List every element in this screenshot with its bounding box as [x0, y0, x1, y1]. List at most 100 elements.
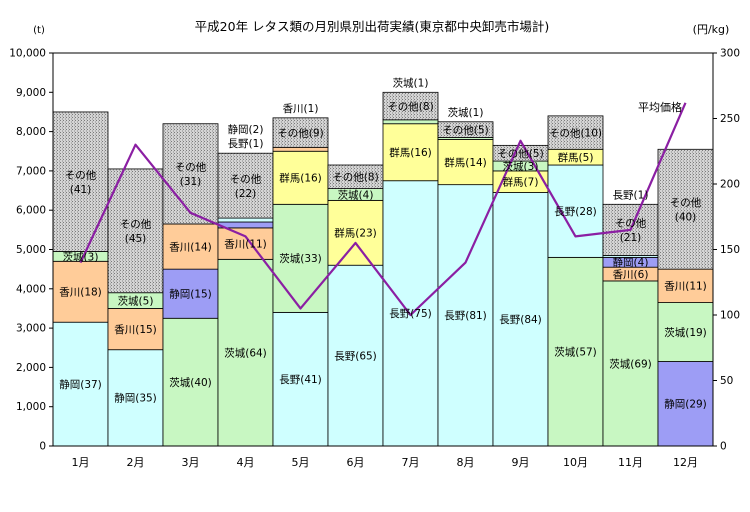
bar-segment	[272, 146, 329, 152]
bar-segment	[437, 184, 494, 447]
bar-segment	[52, 111, 109, 252]
segment-label: 茨城(1)	[448, 106, 484, 119]
price-line	[79, 102, 687, 317]
bar-segment	[382, 91, 439, 121]
bar-segment	[107, 349, 164, 447]
x-tick-label: 2月	[127, 456, 145, 469]
segment-label: 長野(41)	[279, 374, 322, 386]
segment-label: 長野(1)	[228, 138, 264, 150]
segment-label: 静岡(15)	[169, 288, 212, 301]
bar-segment	[272, 203, 329, 313]
segment-label: その他	[230, 172, 262, 185]
y-tick-label: 5,000	[16, 244, 46, 256]
segment-label: 茨城(5)	[118, 294, 154, 307]
bar-segment	[272, 150, 329, 205]
bar-segment	[657, 302, 714, 362]
bar-segment	[272, 117, 329, 148]
y-tick-label: 8,000	[16, 126, 46, 138]
plot-border	[52, 52, 714, 447]
segment-label: 茨城(4)	[338, 188, 374, 201]
bar-segment	[657, 361, 714, 447]
y2-tick-label: 0	[720, 441, 727, 453]
segment-label: 香川(18)	[59, 287, 102, 299]
segment-label: 香川(14)	[169, 241, 212, 253]
x-tick-label: 11月	[618, 456, 643, 469]
segment-label: (22)	[235, 188, 257, 200]
bar-segment	[382, 123, 439, 182]
bar-segment	[492, 192, 549, 447]
segment-label: 群馬(7)	[503, 176, 539, 189]
x-tick-label: 4月	[237, 456, 255, 469]
segment-label: 香川(11)	[664, 281, 707, 293]
segment-label: その他(10)	[549, 126, 602, 139]
x-tick-label: 6月	[347, 456, 365, 469]
y-tick-label: 4,000	[16, 283, 46, 295]
x-tick-label: 8月	[457, 456, 475, 469]
segment-label: その他(9)	[277, 126, 323, 139]
bar-segment	[382, 119, 439, 125]
x-tick-label: 3月	[182, 456, 200, 469]
segment-label: 長野(75)	[389, 308, 432, 320]
y2-tick-label: 150	[720, 244, 740, 256]
segment-label: その他(5)	[497, 147, 543, 160]
x-tick-label: 10月	[563, 456, 588, 469]
segment-label: 香川(6)	[613, 269, 649, 281]
x-tick-label: 5月	[292, 456, 310, 469]
bar-segment	[327, 199, 384, 266]
segment-label: (41)	[70, 184, 92, 196]
bar-segment	[162, 268, 219, 319]
y2-tick-label: 300	[720, 48, 740, 60]
bar-segment	[107, 308, 164, 351]
segment-label: 茨城(1)	[393, 76, 429, 89]
bar-segment	[657, 148, 714, 270]
segment-label: その他	[615, 216, 647, 229]
y-tick-label: 1,000	[16, 401, 46, 413]
y2-axis: 0 50 100 150 200 250 300	[713, 48, 740, 453]
bar-segment	[272, 311, 329, 447]
segment-label: (45)	[125, 233, 147, 245]
y-tick-label: 0	[39, 441, 46, 453]
bar-segment	[657, 268, 714, 303]
segment-label: その他	[65, 168, 97, 181]
x-tick-label: 12月	[673, 456, 698, 469]
y-tick-label: 10,000	[9, 48, 46, 60]
segment-label: 長野(84)	[499, 314, 542, 326]
right-axis-unit: (円/kg)	[693, 23, 730, 36]
bar-segment	[217, 217, 274, 223]
segment-label: 群馬(23)	[334, 227, 377, 240]
segment-label: 茨城(57)	[554, 346, 597, 359]
data-labels: 静岡(37) 香川(18) 茨城(3) その他 (41) 静岡(35) 香川(15) 茨城(5…	[59, 76, 707, 410]
y2-tick-label: 200	[720, 179, 740, 191]
segment-label: 香川(1)	[283, 103, 319, 115]
left-axis-unit: (t)	[33, 25, 45, 36]
segment-label: 長野(81)	[444, 310, 487, 322]
y-tick-label: 9,000	[16, 87, 46, 99]
segment-label: その他(8)	[332, 171, 378, 184]
segment-label: 群馬(14)	[444, 156, 487, 169]
segment-label: 茨城(40)	[169, 376, 212, 389]
segment-label: 茨城(3)	[63, 250, 99, 263]
y-tick-label: 7,000	[16, 165, 46, 177]
segment-label: 茨城(69)	[609, 357, 652, 370]
segment-label: 茨城(19)	[664, 326, 707, 339]
segment-label: (31)	[180, 176, 202, 188]
segment-label: その他(5)	[442, 124, 488, 137]
segment-label: 香川(11)	[224, 238, 267, 250]
segment-label: その他	[120, 217, 152, 230]
bar-segment	[162, 317, 219, 447]
bar-segment	[327, 264, 384, 447]
bar-segment	[547, 115, 604, 150]
segment-label: 香川(15)	[114, 324, 157, 336]
segment-label: (21)	[620, 232, 642, 244]
bar-segment	[217, 152, 274, 219]
segment-label: 静岡(4)	[613, 256, 649, 269]
segment-label: その他	[670, 196, 702, 209]
bar-segment	[162, 123, 219, 225]
segment-label: 静岡(29)	[664, 398, 707, 411]
x-tick-label: 7月	[402, 456, 420, 469]
y-axis: 0 1,000 2,000 3,000 4,000 5,000 6,000 7,000 8,00…	[9, 48, 53, 453]
x-axis: 1月 2月 3月 4月 5月 6月 7月 8月 9月 10月 11月 12月	[72, 456, 699, 469]
bar-segment	[107, 168, 164, 294]
y2-tick-label: 250	[720, 113, 740, 125]
